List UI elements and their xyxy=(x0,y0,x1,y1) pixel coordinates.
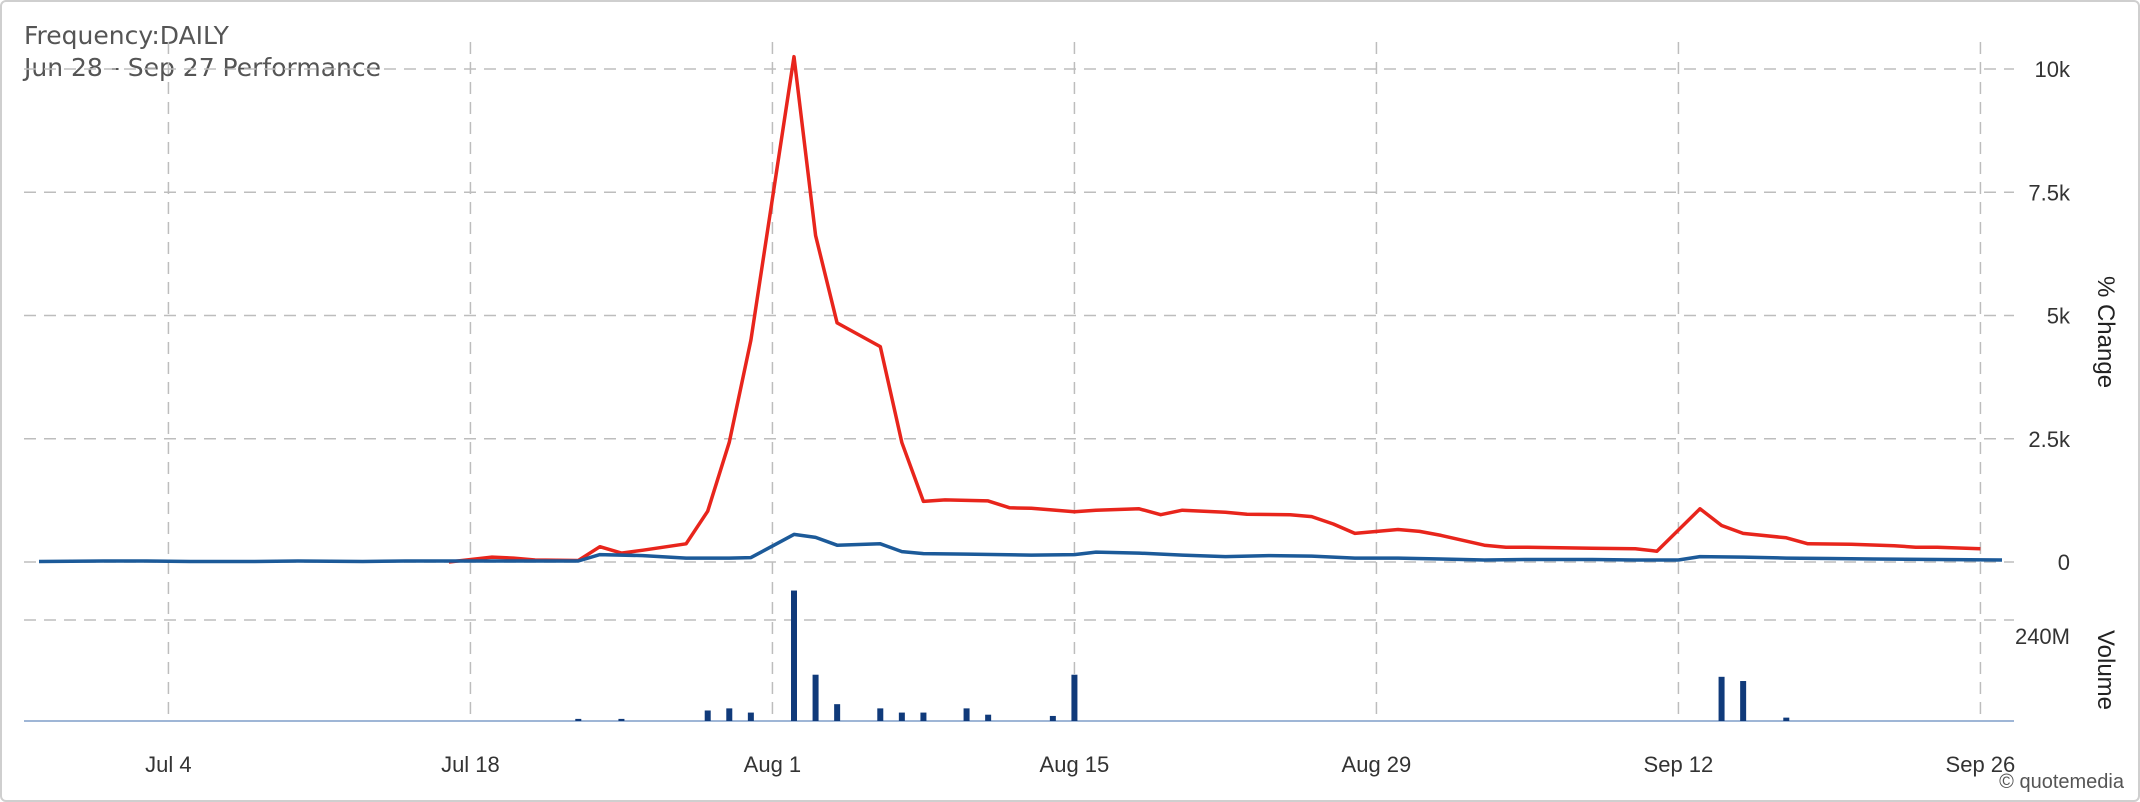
volume-bar xyxy=(1783,717,1790,721)
frequency-label: Frequency:DAILY xyxy=(24,21,229,50)
volume-bar xyxy=(963,708,970,721)
volume-bar xyxy=(812,674,819,721)
volume-bar xyxy=(618,718,625,721)
volume-bar xyxy=(985,714,992,721)
y-tick-label: 5k xyxy=(2047,304,2071,329)
volume-bar xyxy=(726,708,733,721)
percent-change-series xyxy=(38,54,2003,564)
volume-bar xyxy=(747,712,754,721)
y-tick-label: 10k xyxy=(2035,57,2071,82)
volume-bar xyxy=(1740,681,1747,721)
x-tick-label: Aug 15 xyxy=(1040,752,1110,777)
x-tick-label: Sep 26 xyxy=(1946,752,2016,777)
series-line-1 xyxy=(448,54,1981,564)
y-tick-label: 7.5k xyxy=(2028,180,2071,205)
volume-bar xyxy=(1718,676,1725,721)
grid-lines xyxy=(24,42,2014,722)
volume-bar xyxy=(791,590,797,721)
x-tick-label: Aug 29 xyxy=(1342,752,1412,777)
series-line-2 xyxy=(38,532,2003,564)
volume-tick-label: 240M xyxy=(2015,624,2070,649)
x-tick-label: Sep 12 xyxy=(1644,752,1714,777)
x-tick-label: Aug 1 xyxy=(744,752,802,777)
axis-labels: 0 2.5k 5k 7.5k 10k 240M Jul 4 Jul 18 Aug 1 Aug 15… xyxy=(145,57,2119,777)
chart-header: Frequency:DAILY Jun 28 - Sep 27 Performa… xyxy=(24,20,381,84)
performance-range-label: Jun 28 - Sep 27 Performance xyxy=(24,53,381,82)
y-axis-title: % Change xyxy=(2092,276,2119,388)
volume-bar xyxy=(1049,715,1056,721)
copyright-notice: © quotemedia xyxy=(1999,771,2124,793)
volume-bars xyxy=(575,590,1790,721)
y-tick-label: 2.5k xyxy=(2028,427,2071,452)
y-tick-label: 0 xyxy=(2058,550,2070,575)
volume-bar xyxy=(920,712,927,721)
x-tick-label: Jul 18 xyxy=(441,752,500,777)
volume-bar xyxy=(575,718,582,721)
volume-bar xyxy=(704,710,711,721)
volume-bar xyxy=(898,712,905,721)
volume-axis-title: Volume xyxy=(2092,630,2119,710)
volume-bar xyxy=(834,704,841,721)
volume-bar xyxy=(877,708,884,721)
volume-bar xyxy=(1071,674,1078,721)
x-tick-label: Jul 4 xyxy=(145,752,191,777)
